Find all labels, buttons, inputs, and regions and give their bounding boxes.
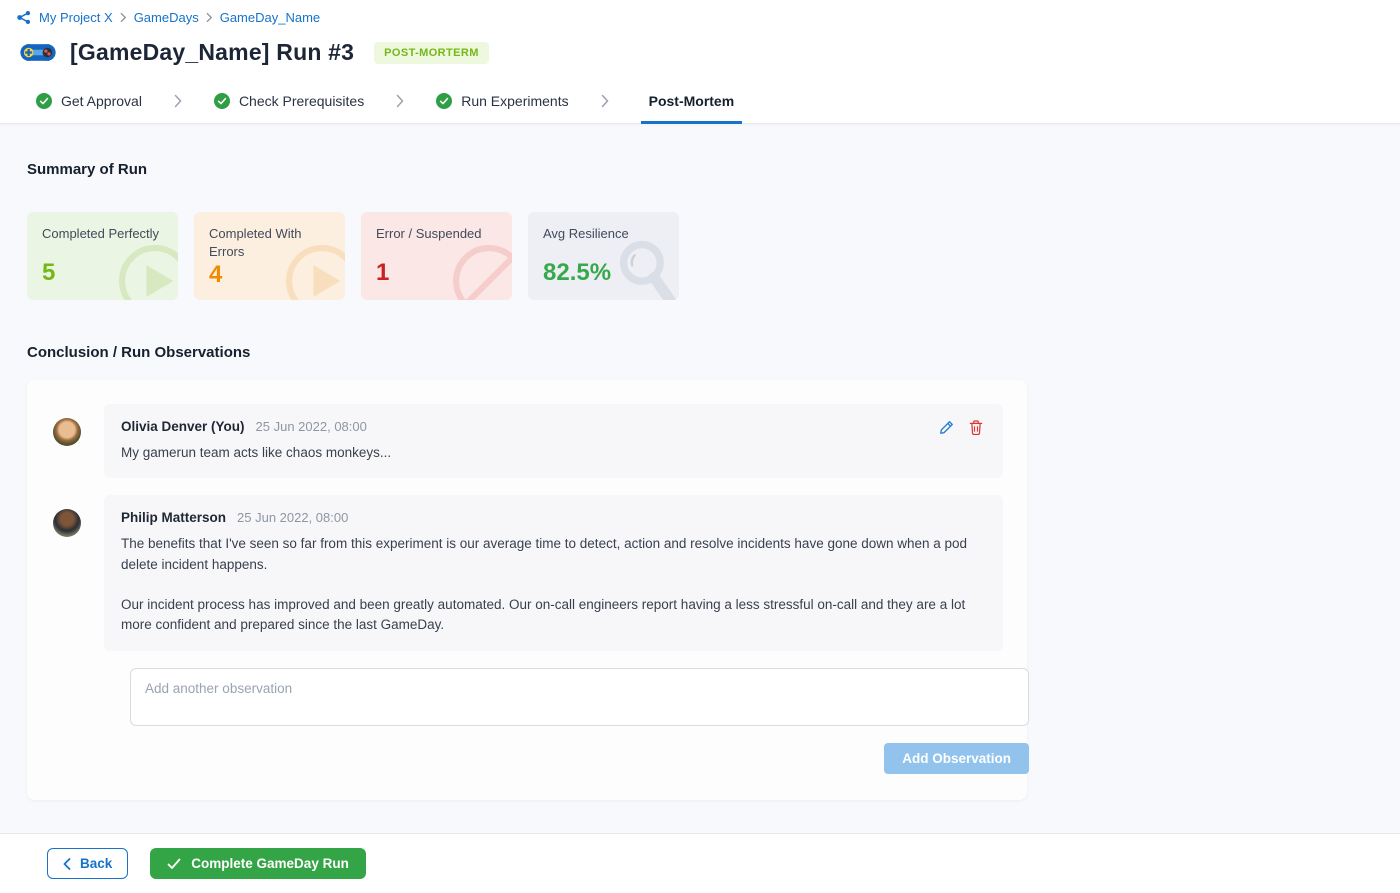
comment-body: My gamerun team acts like chaos monkeys.…: [121, 445, 392, 460]
summary-cards: Completed Perfectly 5 Completed With Err…: [27, 212, 1373, 300]
stat-label: Avg Resilience: [543, 226, 629, 241]
complete-gameday-run-button[interactable]: Complete GameDay Run: [150, 848, 366, 879]
chevron-right-icon: [206, 12, 213, 23]
observation-comment: Olivia Denver (You) 25 Jun 2022, 08:00 M…: [53, 404, 1003, 479]
step-label: Check Prerequisites: [238, 92, 365, 109]
play-circle-icon: [286, 245, 345, 300]
stat-value: 1: [376, 259, 390, 286]
step-run-experiments[interactable]: Run Experiments: [430, 78, 574, 123]
summary-heading: Summary of Run: [27, 161, 148, 178]
avatar: [53, 418, 81, 446]
comment-body: The benefits that I've seen so far from …: [121, 536, 968, 633]
pencil-icon[interactable]: [939, 420, 954, 435]
step-label: Get Approval: [61, 92, 142, 109]
comment-timestamp: 25 Jun 2022, 08:00: [237, 510, 349, 526]
footer-bar: Back Complete GameDay Run: [0, 833, 1400, 893]
stat-value: 4: [209, 261, 223, 289]
add-observation-button[interactable]: Add Observation: [884, 742, 1029, 774]
avatar: [53, 509, 81, 538]
stepper: Get Approval Check Prerequisites Run Exp…: [0, 78, 1400, 124]
back-button-label: Back: [80, 856, 113, 871]
play-circle-icon: [119, 245, 178, 300]
check-circle-icon: [36, 92, 52, 109]
trash-icon[interactable]: [969, 420, 983, 435]
breadcrumb-gamedays[interactable]: GameDays: [133, 10, 199, 25]
chevron-left-icon: [63, 857, 71, 870]
comment-bubble: Olivia Denver (You) 25 Jun 2022, 08:00 M…: [104, 404, 1003, 479]
comment-timestamp: 25 Jun 2022, 08:00: [255, 419, 367, 434]
comment-author: Olivia Denver (You): [121, 419, 245, 434]
page-title: [GameDay_Name] Run #3: [70, 39, 355, 65]
observations-panel: Olivia Denver (You) 25 Jun 2022, 08:00 M…: [27, 380, 1029, 800]
step-check-prerequisites[interactable]: Check Prerequisites: [208, 78, 370, 123]
stat-value: 82.5%: [543, 259, 612, 286]
gamepad-icon: [20, 39, 56, 66]
breadcrumb: My Project X GameDays GameDay_Name: [16, 10, 1373, 25]
stat-card-avg-resilience: Avg Resilience 82.5%: [528, 212, 679, 300]
chevron-right-icon: [575, 78, 635, 123]
step-get-approval[interactable]: Get Approval: [30, 78, 148, 123]
breadcrumb-project[interactable]: My Project X: [39, 10, 113, 25]
observation-comment: Philip Matterson 25 Jun 2022, 08:00 The …: [53, 495, 1003, 651]
comment-bubble: Philip Matterson 25 Jun 2022, 08:00 The …: [104, 495, 1003, 651]
check-icon: [167, 858, 181, 870]
project-icon: [16, 10, 32, 25]
main-content: Summary of Run Completed Perfectly 5 Com…: [0, 124, 1400, 833]
check-circle-icon: [436, 92, 453, 109]
stat-label: Error / Suspended: [376, 226, 482, 241]
observation-input[interactable]: [130, 667, 1029, 726]
stat-label: Completed Perfectly: [42, 226, 160, 241]
stat-value: 5: [42, 259, 56, 286]
observations-heading: Conclusion / Run Observations: [27, 344, 251, 361]
stat-card-completed-with-errors: Completed With Errors 4: [194, 212, 345, 300]
page-header: My Project X GameDays GameDay_Name [Game…: [0, 0, 1400, 78]
comment-author: Philip Matterson: [121, 510, 227, 526]
stat-label: Completed With Errors: [209, 226, 302, 260]
back-button[interactable]: Back: [47, 848, 129, 879]
step-post-mortem[interactable]: Post-Mortem: [635, 78, 749, 124]
chevron-right-icon: [148, 78, 208, 123]
complete-button-label: Complete GameDay Run: [191, 856, 349, 871]
ban-icon: [453, 245, 512, 300]
chevron-right-icon: [370, 78, 430, 123]
stat-card-completed-perfectly: Completed Perfectly 5: [27, 212, 178, 300]
step-label: Run Experiments: [461, 92, 569, 109]
stat-card-error-suspended: Error / Suspended 1: [361, 212, 512, 300]
breadcrumb-gameday-name[interactable]: GameDay_Name: [219, 10, 321, 25]
magnifier-icon: [619, 240, 677, 300]
step-label: Post-Mortem: [648, 92, 735, 109]
check-circle-icon: [213, 92, 230, 109]
status-badge: POST-MORTERM: [374, 41, 489, 64]
chevron-right-icon: [120, 12, 127, 23]
